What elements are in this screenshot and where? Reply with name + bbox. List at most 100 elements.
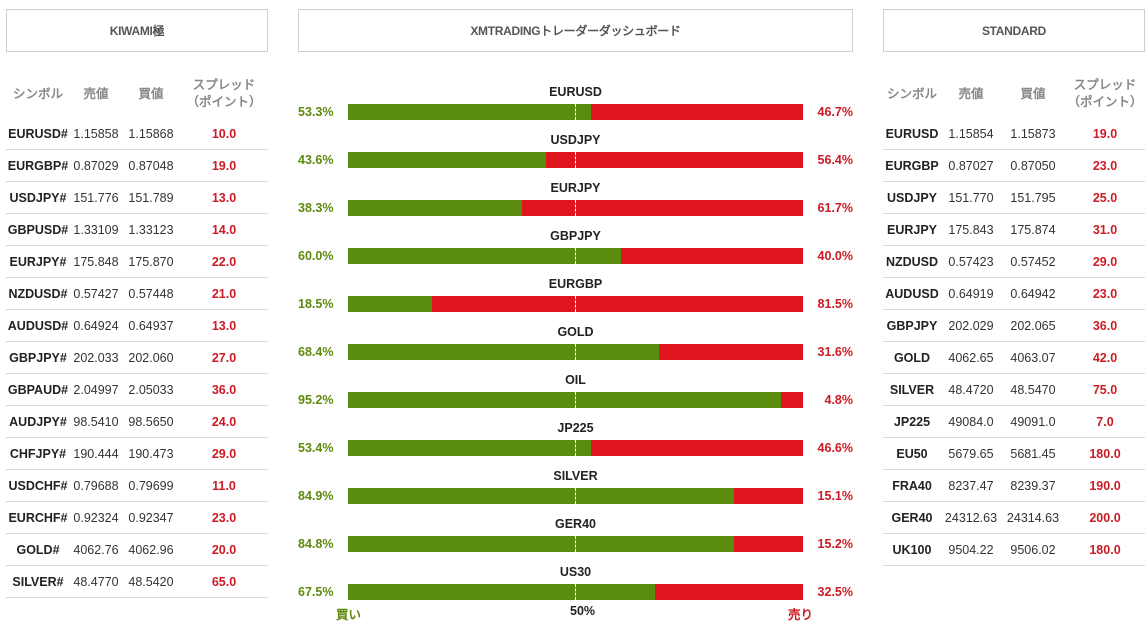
sell-percentage: 46.6%: [817, 441, 853, 455]
spread-cell: 180.0: [1065, 533, 1145, 566]
midpoint-marker: [575, 488, 576, 504]
spread-cell: 31.0: [1065, 213, 1145, 246]
buy-bar: [348, 296, 432, 312]
table-row: GBPAUD# 2.04997 2.05033 36.0: [6, 373, 268, 406]
midpoint-marker: [575, 392, 576, 408]
sell-bar: [348, 392, 803, 408]
sentiment-row: GBPJPY 60.0% 40.0%: [298, 229, 853, 277]
sentiment-symbol: SILVER: [553, 469, 598, 483]
midpoint-marker: [575, 200, 576, 216]
bid-cell: 0.87027: [941, 149, 1001, 182]
bid-cell: 151.770: [941, 181, 1001, 214]
ask-cell: 202.060: [122, 341, 180, 374]
midpoint-marker: [575, 584, 576, 600]
sentiment-row: SILVER 84.9% 15.1%: [298, 469, 853, 517]
kiwami-panel-header: KIWAMI極: [6, 9, 268, 52]
symbol-cell: GBPAUD#: [6, 373, 70, 406]
ask-cell: 4062.96: [122, 533, 180, 566]
table-header-row: シンボル 売値 買値 スプレッド（ポイント）: [883, 70, 1145, 118]
sentiment-symbol: EURUSD: [549, 85, 602, 99]
sell-percentage: 15.2%: [817, 537, 853, 551]
bid-cell: 5679.65: [941, 437, 1001, 470]
buy-percentage: 18.5%: [298, 297, 334, 311]
buy-bar: [348, 440, 591, 456]
spread-cell: 36.0: [180, 373, 268, 406]
sell-percentage: 15.1%: [817, 489, 853, 503]
bid-cell: 175.843: [941, 213, 1001, 246]
bid-cell: 175.848: [70, 245, 122, 278]
ask-cell: 0.64942: [1001, 277, 1065, 310]
ask-cell: 98.5650: [122, 405, 180, 438]
midpoint-marker: [575, 296, 576, 312]
buy-percentage: 84.9%: [298, 489, 334, 503]
column-header-spread: スプレッド（ポイント）: [1067, 78, 1143, 109]
spread-cell: 19.0: [1065, 118, 1145, 150]
spread-cell: 23.0: [1065, 277, 1145, 310]
symbol-cell: GER40: [883, 501, 941, 534]
midpoint-marker: [575, 152, 576, 168]
symbol-cell: UK100: [883, 533, 941, 566]
buy-bar: [348, 584, 655, 600]
column-header-spread: スプレッド（ポイント）: [186, 78, 262, 109]
sell-percentage: 46.7%: [817, 105, 853, 119]
column-header-bid: 売値: [83, 86, 109, 101]
spread-cell: 29.0: [1065, 245, 1145, 278]
sentiment-symbol: GER40: [555, 517, 596, 531]
symbol-cell: SILVER: [883, 373, 941, 406]
spread-cell: 65.0: [180, 565, 268, 598]
bid-cell: 0.79688: [70, 469, 122, 502]
bid-cell: 0.64919: [941, 277, 1001, 310]
ask-cell: 48.5470: [1001, 373, 1065, 406]
bid-cell: 0.57423: [941, 245, 1001, 278]
spread-cell: 29.0: [180, 437, 268, 470]
symbol-cell: GOLD: [883, 341, 941, 374]
spread-cell: 24.0: [180, 405, 268, 438]
sell-percentage: 81.5%: [817, 297, 853, 311]
symbol-cell: JP225: [883, 405, 941, 438]
buy-percentage: 67.5%: [298, 585, 334, 599]
buy-percentage: 38.3%: [298, 201, 334, 215]
sell-bar: [348, 584, 803, 600]
sell-bar: [348, 152, 803, 168]
ask-cell: 1.15868: [122, 118, 180, 150]
symbol-cell: EURGBP#: [6, 149, 70, 182]
table-row: CHFJPY# 190.444 190.473 29.0: [6, 437, 268, 470]
ask-cell: 151.795: [1001, 181, 1065, 214]
sentiment-row: EURUSD 53.3% 46.7%: [298, 85, 853, 133]
spread-cell: 23.0: [1065, 149, 1145, 182]
symbol-cell: EURGBP: [883, 149, 941, 182]
bid-cell: 0.64924: [70, 309, 122, 342]
ask-cell: 4063.07: [1001, 341, 1065, 374]
ask-cell: 0.87050: [1001, 149, 1065, 182]
column-header-symbol: シンボル: [12, 86, 63, 101]
spread-cell: 13.0: [180, 181, 268, 214]
ask-cell: 5681.45: [1001, 437, 1065, 470]
spread-cell: 25.0: [1065, 181, 1145, 214]
spread-cell: 200.0: [1065, 501, 1145, 534]
symbol-cell: USDJPY: [883, 181, 941, 214]
buy-bar: [348, 248, 621, 264]
sentiment-symbol: JP225: [557, 421, 594, 435]
sentiment-row: US30 67.5% 32.5%: [298, 565, 853, 613]
table-row: NZDUSD# 0.57427 0.57448 21.0: [6, 277, 268, 310]
column-header-ask: 買値: [138, 86, 164, 101]
symbol-cell: USDCHF#: [6, 469, 70, 502]
table-row: SILVER# 48.4770 48.5420 65.0: [6, 565, 268, 598]
sentiment-symbol: US30: [559, 565, 592, 579]
ask-cell: 0.79699: [122, 469, 180, 502]
bid-cell: 49084.0: [941, 405, 1001, 438]
ask-cell: 8239.37: [1001, 469, 1065, 502]
sell-percentage: 56.4%: [817, 153, 853, 167]
bid-cell: 4062.65: [941, 341, 1001, 374]
sentiment-row: GOLD 68.4% 31.6%: [298, 325, 853, 373]
table-row: SILVER 48.4720 48.5470 75.0: [883, 373, 1145, 406]
ask-cell: 175.870: [122, 245, 180, 278]
ask-cell: 0.64937: [122, 309, 180, 342]
spread-cell: 11.0: [180, 469, 268, 502]
dashboard-panel-header: XMTRADINGトレーダーダッシュボード: [298, 9, 853, 52]
sell-bar: [348, 248, 803, 264]
buy-percentage: 53.3%: [298, 105, 334, 119]
table-row: EURGBP 0.87027 0.87050 23.0: [883, 149, 1145, 182]
symbol-cell: EU50: [883, 437, 941, 470]
symbol-cell: AUDUSD: [883, 277, 941, 310]
